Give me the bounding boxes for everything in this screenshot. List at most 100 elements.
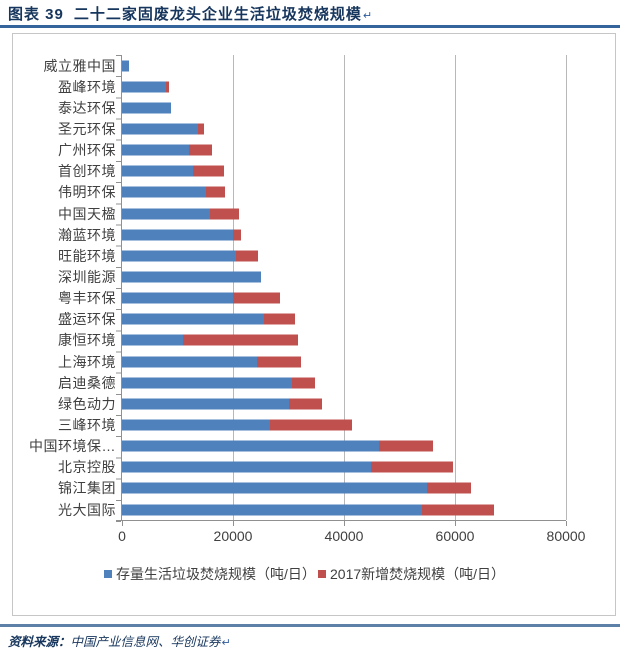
stacked-bar [122,356,566,368]
legend-swatch-new2017-icon [318,570,326,578]
category-label: 启迪桑德 [58,374,116,391]
bar-segment-stock [122,377,293,389]
x-tick-mark [233,521,234,526]
category-label: 中国天楹 [58,205,116,222]
bar-row [122,330,566,351]
category-label: 圣元环保 [58,120,116,137]
bar-segment-stock [122,208,211,220]
bar-segment-stock [122,81,166,93]
category-label: 广州环保 [58,142,116,159]
category-label: 盛运环保 [58,311,116,328]
bar-segment-stock [122,123,199,135]
paragraph-mark-icon: ↵ [221,637,231,649]
plot-area [122,55,567,520]
bar-segment-new2017 [183,334,298,346]
category-label: 深圳能源 [58,268,116,285]
bar-row [122,414,566,435]
bar-segment-new2017 [421,504,494,516]
bar-row [122,203,566,224]
bar-row [122,288,566,309]
source-label: 资料来源： [8,635,71,649]
x-tick-mark [344,521,345,526]
category-label: 首创环境 [58,163,116,180]
bar-row [122,457,566,478]
x-tick-mark [566,521,567,526]
bar-segment-new2017 [233,229,241,241]
bar-row [122,118,566,139]
bar-row [122,161,566,182]
bar-segment-stock [122,271,262,283]
bar-row [122,436,566,457]
bar-row [122,266,566,287]
legend-item-new2017: 2017新增焚烧规模（吨/日） [318,564,505,584]
stacked-bar [122,461,566,473]
stacked-bar [122,419,566,431]
legend-label-stock: 存量生活垃圾焚烧规模（吨/日） [116,566,316,582]
bar-segment-new2017 [426,482,472,494]
stacked-bar [122,81,566,93]
category-axis-labels: 威立雅中国 盈峰环境 泰达环保 圣元环保 广州环保 首创环境 伟明环保 中国天楹 瀚蓝环境 旺能环… [19,55,116,520]
bar-row [122,499,566,520]
category-label: 光大国际 [58,501,116,518]
bar-segment-new2017 [210,208,240,220]
bar-segment-new2017 [378,440,433,452]
bar-segment-new2017 [257,356,302,368]
bar-segment-new2017 [233,292,280,304]
category-label: 上海环境 [58,353,116,370]
legend-swatch-stock-icon [104,570,112,578]
category-label: 锦江集团 [58,480,116,497]
bar-row [122,224,566,245]
stacked-bar [122,229,566,241]
bar-row [122,55,566,76]
bar-segment-stock [122,229,233,241]
bar-segment-stock [122,186,206,198]
bar-segment-new2017 [288,398,322,410]
bar-segment-stock [122,313,265,325]
source-note: 资料来源：中国产业信息网、华创证券↵ [8,631,231,650]
bar-row [122,76,566,97]
bar-segment-stock [122,398,289,410]
x-tick-mark [122,521,123,526]
stacked-bar [122,398,566,410]
bar-segment-stock [122,292,233,304]
category-axis-line [121,55,122,521]
stacked-bar [122,250,566,262]
bar-segment-new2017 [264,313,296,325]
x-tick-label: 0 [118,528,126,544]
x-tick-label: 80000 [546,528,586,544]
bar-row [122,309,566,330]
category-label: 泰达环保 [58,99,116,116]
bar-segment-stock [122,461,372,473]
figure-title-text: 二十二家固废龙头企业生活垃圾焚烧规模 [73,6,362,23]
bar-segment-stock [122,250,236,262]
stacked-bar [122,313,566,325]
category-axis-ticks [116,55,121,522]
bar-segment-new2017 [270,419,353,431]
bar-segment-new2017 [189,144,212,156]
category-label: 康恒环境 [58,332,116,349]
legend: 存量生活垃圾焚烧规模（吨/日） 2017新增焚烧规模（吨/日） [13,564,617,584]
stacked-bar [122,208,566,220]
category-label: 北京控股 [58,459,116,476]
category-label: 瀚蓝环境 [58,226,116,243]
title-divider [0,25,620,28]
stacked-bar [122,377,566,389]
bar-row [122,372,566,393]
gridline [455,55,456,520]
stacked-bar [122,482,566,494]
category-label: 伟明环保 [58,184,116,201]
bar-segment-stock [122,60,130,72]
legend-label-new2017: 2017新增焚烧规模（吨/日） [330,566,506,582]
bar-row [122,351,566,372]
stacked-bar [122,271,566,283]
bar-segment-new2017 [205,186,226,198]
bar-row [122,97,566,118]
bar-segment-stock [122,482,427,494]
bar-row [122,478,566,499]
bar-segment-new2017 [198,123,204,135]
legend-item-stock: 存量生活垃圾焚烧规模（吨/日） [104,564,316,584]
x-tick-mark [455,521,456,526]
bar-segment-stock [122,144,190,156]
x-tick-label: 20000 [213,528,253,544]
bar-segment-stock [122,102,171,114]
